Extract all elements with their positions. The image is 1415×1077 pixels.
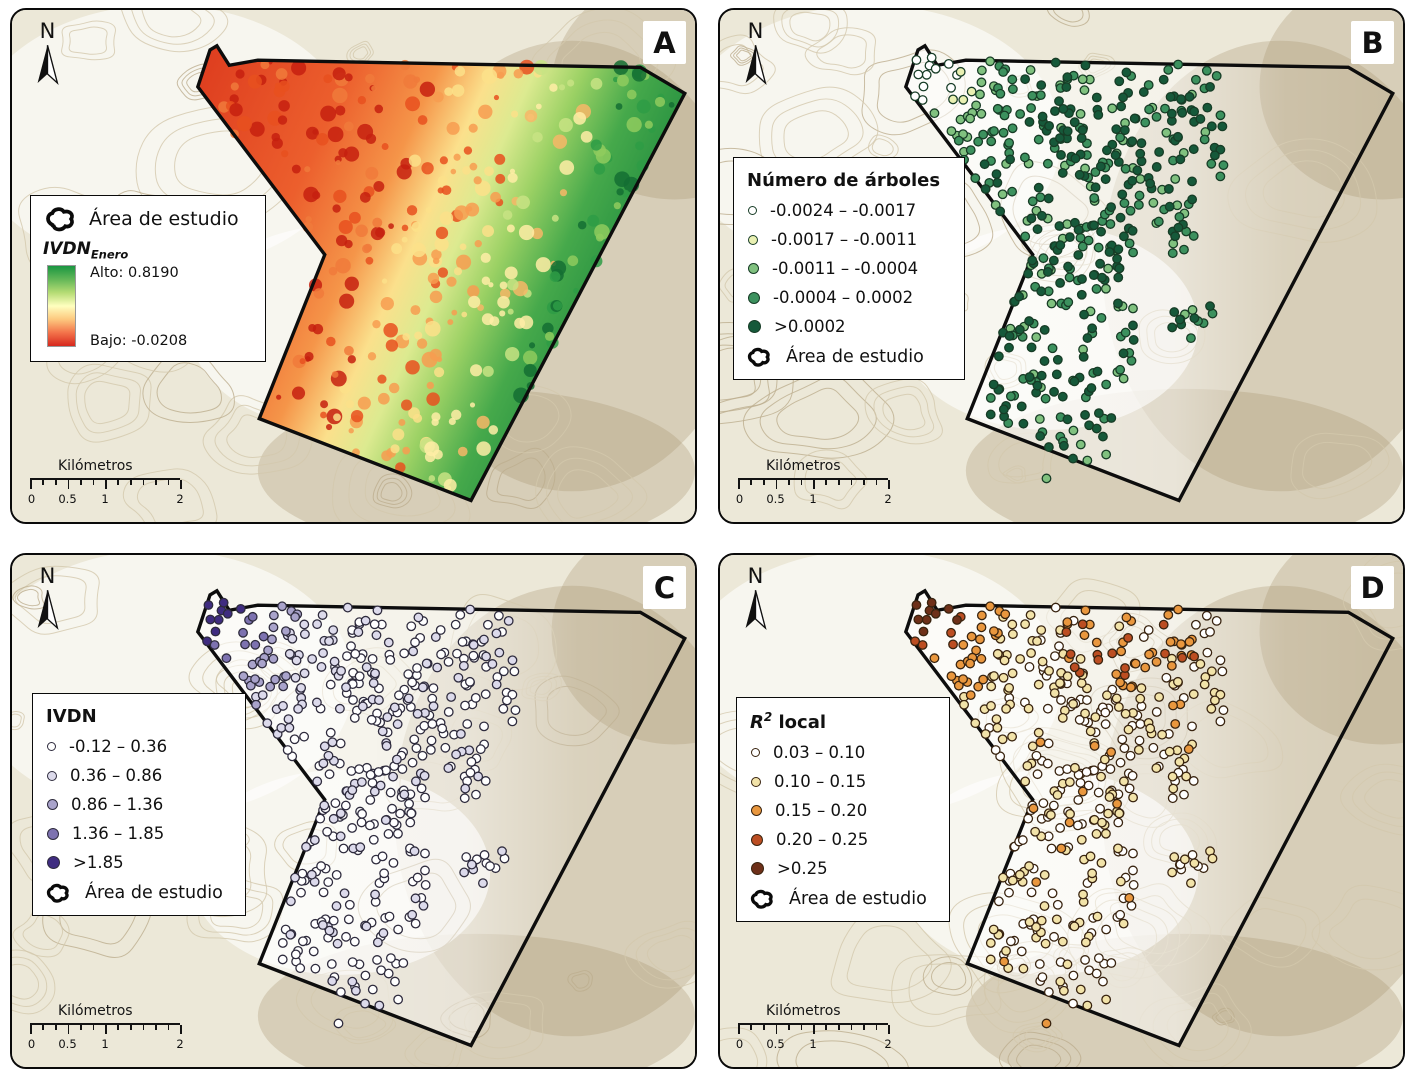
ramp-high-label: Alto: 0.8190 — [90, 265, 179, 282]
north-arrow: N — [34, 565, 61, 633]
class-symbol — [751, 862, 764, 875]
legend-class-row: 1.36 – 1.85 — [45, 824, 233, 843]
legend-area-row: Área de estudio — [43, 206, 253, 232]
legend-class-row: 0.86 – 1.36 — [45, 795, 233, 814]
class-symbol — [47, 799, 58, 810]
panel-c: N IVDN -0.12 – 0.36 0.36 – 0.86 0.86 – 1… — [10, 553, 697, 1069]
study-area-label: Área de estudio — [85, 883, 223, 903]
legend-class-row: 0.36 – 0.86 — [45, 766, 233, 785]
class-symbol — [47, 770, 57, 781]
panel-b: N Número de árboles -0.0024 – -0.0017 -0… — [718, 8, 1405, 524]
layer-name: IVDNEnero — [43, 239, 129, 262]
legend-title: IVDN — [46, 706, 97, 727]
scale-label: 1 — [101, 492, 109, 506]
legend-class-row: 0.20 – 0.25 — [749, 830, 937, 849]
color-ramp — [47, 265, 76, 348]
panel-letter-b: B — [1351, 21, 1394, 64]
study-area-icon — [46, 883, 69, 903]
scale-bar-ticks — [738, 478, 890, 490]
legend-class-row: 0.15 – 0.20 — [749, 801, 937, 820]
legend-c: IVDN -0.12 – 0.36 0.36 – 0.86 0.86 – 1.3… — [32, 693, 246, 916]
north-arrow-icon — [37, 45, 59, 86]
north-label: N — [747, 19, 764, 43]
legend-class-row: -0.12 – 0.36 — [45, 737, 233, 756]
legend-class-row: -0.0024 – -0.0017 — [746, 201, 952, 220]
panel-d: N R2 local 0.03 – 0.10 0.10 – 0.15 0.15 … — [718, 553, 1405, 1069]
legend-class-row: >1.85 — [45, 853, 233, 872]
ramp-low-label: Bajo: -0.0208 — [90, 333, 188, 350]
study-area-icon — [46, 207, 74, 232]
study-area-icon — [750, 889, 773, 909]
class-symbol — [748, 263, 759, 274]
panel-letter-d: D — [1351, 566, 1394, 609]
north-label: N — [39, 564, 56, 588]
class-symbol — [751, 833, 763, 846]
legend-class-row: -0.0017 – -0.0011 — [746, 230, 952, 249]
class-symbol — [47, 827, 59, 840]
class-symbol — [751, 805, 762, 816]
panel-letter-a: A — [643, 21, 686, 64]
scale-bar-ticks — [30, 1023, 182, 1035]
legend-area-row: Área de estudio — [749, 889, 937, 909]
study-area-label: Área de estudio — [789, 889, 927, 909]
north-arrow-icon — [745, 45, 767, 86]
study-area-label: Área de estudio — [89, 208, 239, 230]
class-symbol — [748, 206, 757, 215]
legend-class-row: 0.10 – 0.15 — [749, 772, 937, 791]
raster-legend: Alto: 0.8190 Bajo: -0.0208 — [47, 265, 253, 349]
class-symbol — [47, 742, 56, 751]
class-symbol — [748, 234, 758, 245]
north-label: N — [39, 19, 56, 43]
legend-b: Número de árboles -0.0024 – -0.0017 -0.0… — [733, 157, 965, 380]
class-symbol — [47, 856, 60, 869]
scale-bar: Kilómetros 0 0.5 1 2 — [735, 1003, 892, 1051]
scale-label: 0 — [27, 492, 36, 506]
study-area-icon — [747, 347, 770, 367]
north-label: N — [747, 564, 764, 588]
legend-area-row: Área de estudio — [45, 883, 233, 903]
scale-bar-title: Kilómetros — [58, 458, 133, 474]
legend-title: Número de árboles — [747, 170, 941, 191]
scale-bar: Kilómetros 0 0.5 1 2 — [27, 458, 190, 506]
panel-letter-c: C — [643, 566, 686, 609]
scale-label: 2 — [176, 492, 184, 506]
map-canvas-d — [720, 555, 1403, 1067]
north-arrow-icon — [37, 590, 59, 631]
legend-class-row: -0.0011 – -0.0004 — [746, 259, 952, 278]
north-arrow: N — [742, 565, 769, 633]
scale-bar: Kilómetros 0 0.5 1 2 — [27, 1003, 184, 1051]
legend-title: R2 local — [750, 710, 827, 733]
legend-class-row: -0.0004 – 0.0002 — [746, 288, 952, 307]
map-canvas-c — [12, 555, 695, 1067]
north-arrow: N — [742, 20, 769, 88]
legend-area-row: Área de estudio — [746, 347, 952, 367]
legend-a: Área de estudio IVDNEnero Alto: 0.8190 B… — [30, 195, 266, 363]
scale-bar-ticks — [738, 1023, 890, 1035]
study-area-label: Área de estudio — [786, 347, 924, 367]
class-symbol — [748, 320, 761, 333]
scale-bar-ticks — [30, 478, 182, 490]
scale-bar: Kilómetros 0 0.5 1 2 — [735, 458, 892, 506]
north-arrow-icon — [745, 590, 767, 631]
legend-class-row: 0.03 – 0.10 — [749, 743, 937, 762]
class-symbol — [748, 291, 760, 304]
class-symbol — [751, 748, 760, 757]
legend-class-row: >0.0002 — [746, 317, 952, 336]
class-symbol — [751, 776, 761, 787]
scale-label: 0.5 — [58, 492, 77, 506]
legend-class-row: >0.25 — [749, 859, 937, 878]
panel-a: N Área de estudio IVDNEnero Alto: 0.8190… — [10, 8, 697, 524]
legend-d: R2 local 0.03 – 0.10 0.10 – 0.15 0.15 – … — [736, 697, 950, 922]
north-arrow: N — [34, 20, 61, 88]
